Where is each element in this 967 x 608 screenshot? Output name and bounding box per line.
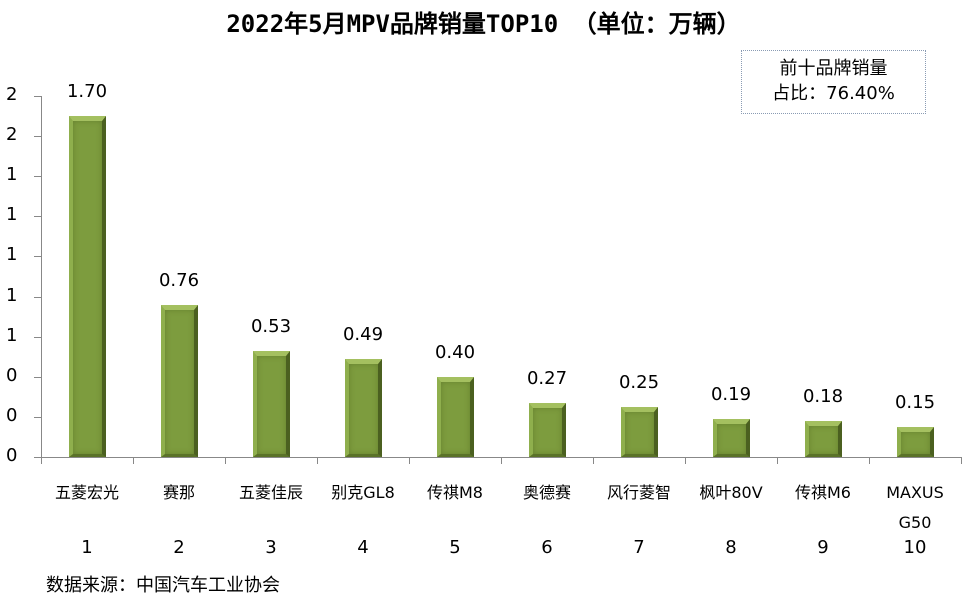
x-axis-tick [317,457,318,464]
y-axis-tick-label: 1 [6,204,18,225]
chart-title: 2022年5月MPV品牌销量TOP10 （单位：万辆） [226,10,741,38]
rank-label: 5 [449,537,461,558]
rank-label: 6 [541,537,553,558]
bar-value-label: 0.40 [434,342,476,363]
top10-share-annotation: 前十品牌销量 占比：76.40% [741,50,926,114]
x-axis-tick [501,457,502,464]
y-axis-tick [34,176,41,177]
bar [345,359,382,457]
y-axis-tick [34,96,41,97]
category-label: 风行菱智 [606,483,671,502]
bar-value-label: 0.27 [526,368,568,389]
y-axis-tick [34,377,41,378]
rank-label: 10 [903,537,927,558]
y-axis-tick-label: 0 [6,405,18,426]
bar-value-label: 0.19 [710,384,752,405]
x-axis-line [34,457,961,458]
bar [897,427,934,457]
share-line-1: 前十品牌销量 [779,58,888,79]
x-axis-tick [685,457,686,464]
bar [805,421,842,457]
bar [253,351,290,457]
category-label: 枫叶80V [699,483,763,502]
y-axis-tick [34,337,41,338]
bar-value-label: 0.15 [894,392,936,413]
y-axis-tick [34,216,41,217]
category-label: 传祺M6 [795,483,851,502]
x-axis-tick [409,457,410,464]
y-axis-tick-label: 1 [6,325,18,346]
x-axis-tick [777,457,778,464]
y-axis-line [41,96,42,458]
x-axis-tick [41,457,42,464]
bar-value-label: 0.76 [158,270,200,291]
y-axis-tick-label: 1 [6,244,18,265]
bar [437,377,474,457]
x-axis-tick [225,457,226,464]
bar [621,407,658,457]
y-axis-tick [34,457,41,458]
x-axis-tick [593,457,594,464]
y-axis-tick [34,136,41,137]
y-axis-tick-label: 2 [6,84,18,105]
x-axis-tick [869,457,870,464]
category-label: MAXUS G50 [886,483,944,532]
bar [713,419,750,457]
bar [161,305,198,457]
bar-value-label: 0.53 [250,316,292,337]
bar-value-label: 0.25 [618,372,660,393]
y-axis-tick-label: 0 [6,445,18,466]
rank-label: 4 [357,537,369,558]
rank-label: 7 [633,537,645,558]
y-axis-tick-label: 2 [6,124,18,145]
y-axis-tick-label: 1 [6,164,18,185]
x-axis-tick [133,457,134,464]
bar-value-label: 0.18 [802,386,844,407]
category-label: 五菱佳辰 [238,483,303,502]
y-axis-tick [34,256,41,257]
rank-label: 1 [81,537,93,558]
bar-value-label: 0.49 [342,324,384,345]
rank-label: 2 [173,537,185,558]
bar-value-label: 1.70 [66,81,108,102]
rank-label: 9 [817,537,829,558]
category-label: 赛那 [162,483,195,502]
category-label: 传祺M8 [427,483,483,502]
share-line-2: 占比：76.40% [772,83,895,104]
category-label: 奥德赛 [522,483,571,502]
y-axis-tick [34,297,41,298]
data-source-note: 数据来源：中国汽车工业协会 [46,575,280,596]
x-axis-tick [961,457,962,464]
category-label: 别克GL8 [331,483,395,502]
rank-label: 8 [725,537,737,558]
bar [529,403,566,457]
rank-label: 3 [265,537,277,558]
y-axis-tick-label: 0 [6,365,18,386]
bar [69,116,106,457]
y-axis-tick-label: 1 [6,285,18,306]
y-axis-tick [34,417,41,418]
category-label: 五菱宏光 [54,483,119,502]
